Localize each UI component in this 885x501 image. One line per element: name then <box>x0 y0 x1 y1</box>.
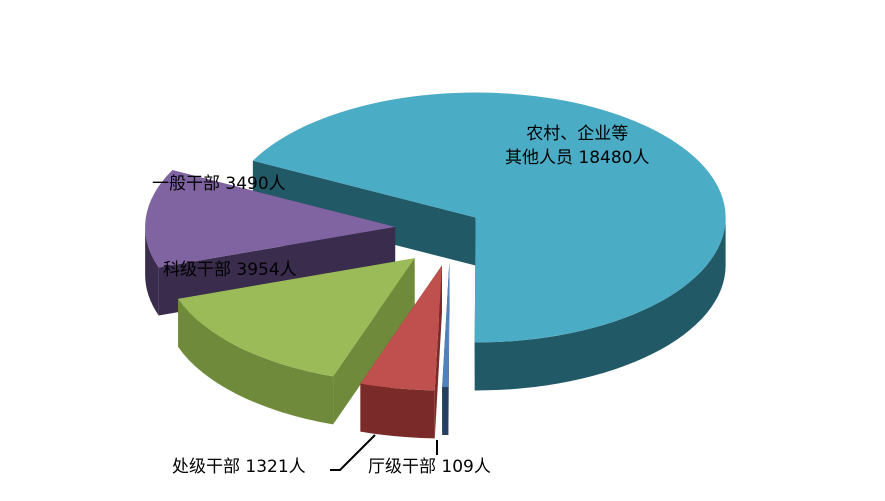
slice-outer-wall <box>360 383 435 439</box>
slice-radial-wall <box>252 160 476 266</box>
label-general-cadre: 一般干部 3490人 <box>152 174 286 194</box>
label-bureau-cadre: 厅级干部 109人 <box>368 457 491 477</box>
label-division-cadre: 处级干部 1321人 <box>172 457 306 477</box>
slice-outer-wall <box>442 386 449 435</box>
label-other-line2: 其他人员 18480人 <box>505 148 650 168</box>
slice-3-top <box>178 258 415 377</box>
slice-0-top <box>252 92 726 343</box>
slice-1-top <box>442 261 450 387</box>
slice-4-top <box>145 170 396 268</box>
slice-outer-wall <box>474 217 726 391</box>
slice-outer-wall <box>178 298 334 425</box>
label-other-line1: 农村、企业等 <box>526 124 629 144</box>
slice-outer-wall <box>145 226 159 316</box>
slice-2-top <box>360 265 442 391</box>
label-other: 农村、企业等 其他人员 18480人 <box>505 122 649 170</box>
label-section-cadre: 科级干部 3954人 <box>163 260 297 280</box>
leader-line-division <box>330 434 376 471</box>
